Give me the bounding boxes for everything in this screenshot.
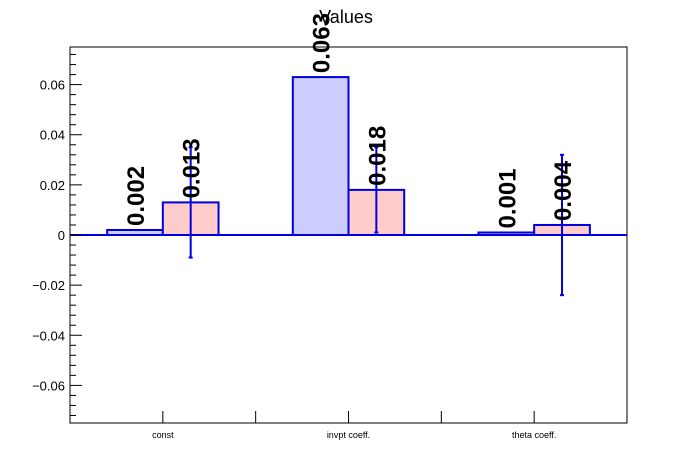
axes-layer: −0.06 −0.04 −0.02 0 0.02 0.04 0.06 const invpt c… [32,46,628,440]
data-label-s1-0: 0.002 [123,166,150,226]
y-tick-label: 0 [58,228,65,243]
y-tick-label: 0.02 [40,178,65,193]
y-tick-label: 0.04 [40,128,65,143]
x-category-label: invpt coeff. [327,430,370,440]
bar-s1-1 [291,76,350,236]
y-tick-label: −0.02 [32,278,65,293]
labels-layer: 0.002 0.063 0.001 0.013 0.018 0.004 [123,13,577,228]
bars-layer [106,76,591,297]
y-tick-label: −0.04 [32,328,65,343]
data-label-s2-2: 0.004 [550,160,577,221]
data-label-s1-1: 0.063 [309,13,336,73]
data-label-s2-0: 0.013 [179,138,206,198]
y-tick-label: −0.06 [32,378,65,393]
x-category-label: theta coeff. [512,430,556,440]
y-tick-label: 0.06 [40,78,65,93]
chart-title: Values [319,7,373,27]
x-category-label: const [152,430,174,440]
data-label-s1-2: 0.001 [494,168,521,228]
data-label-s2-1: 0.018 [364,126,391,186]
